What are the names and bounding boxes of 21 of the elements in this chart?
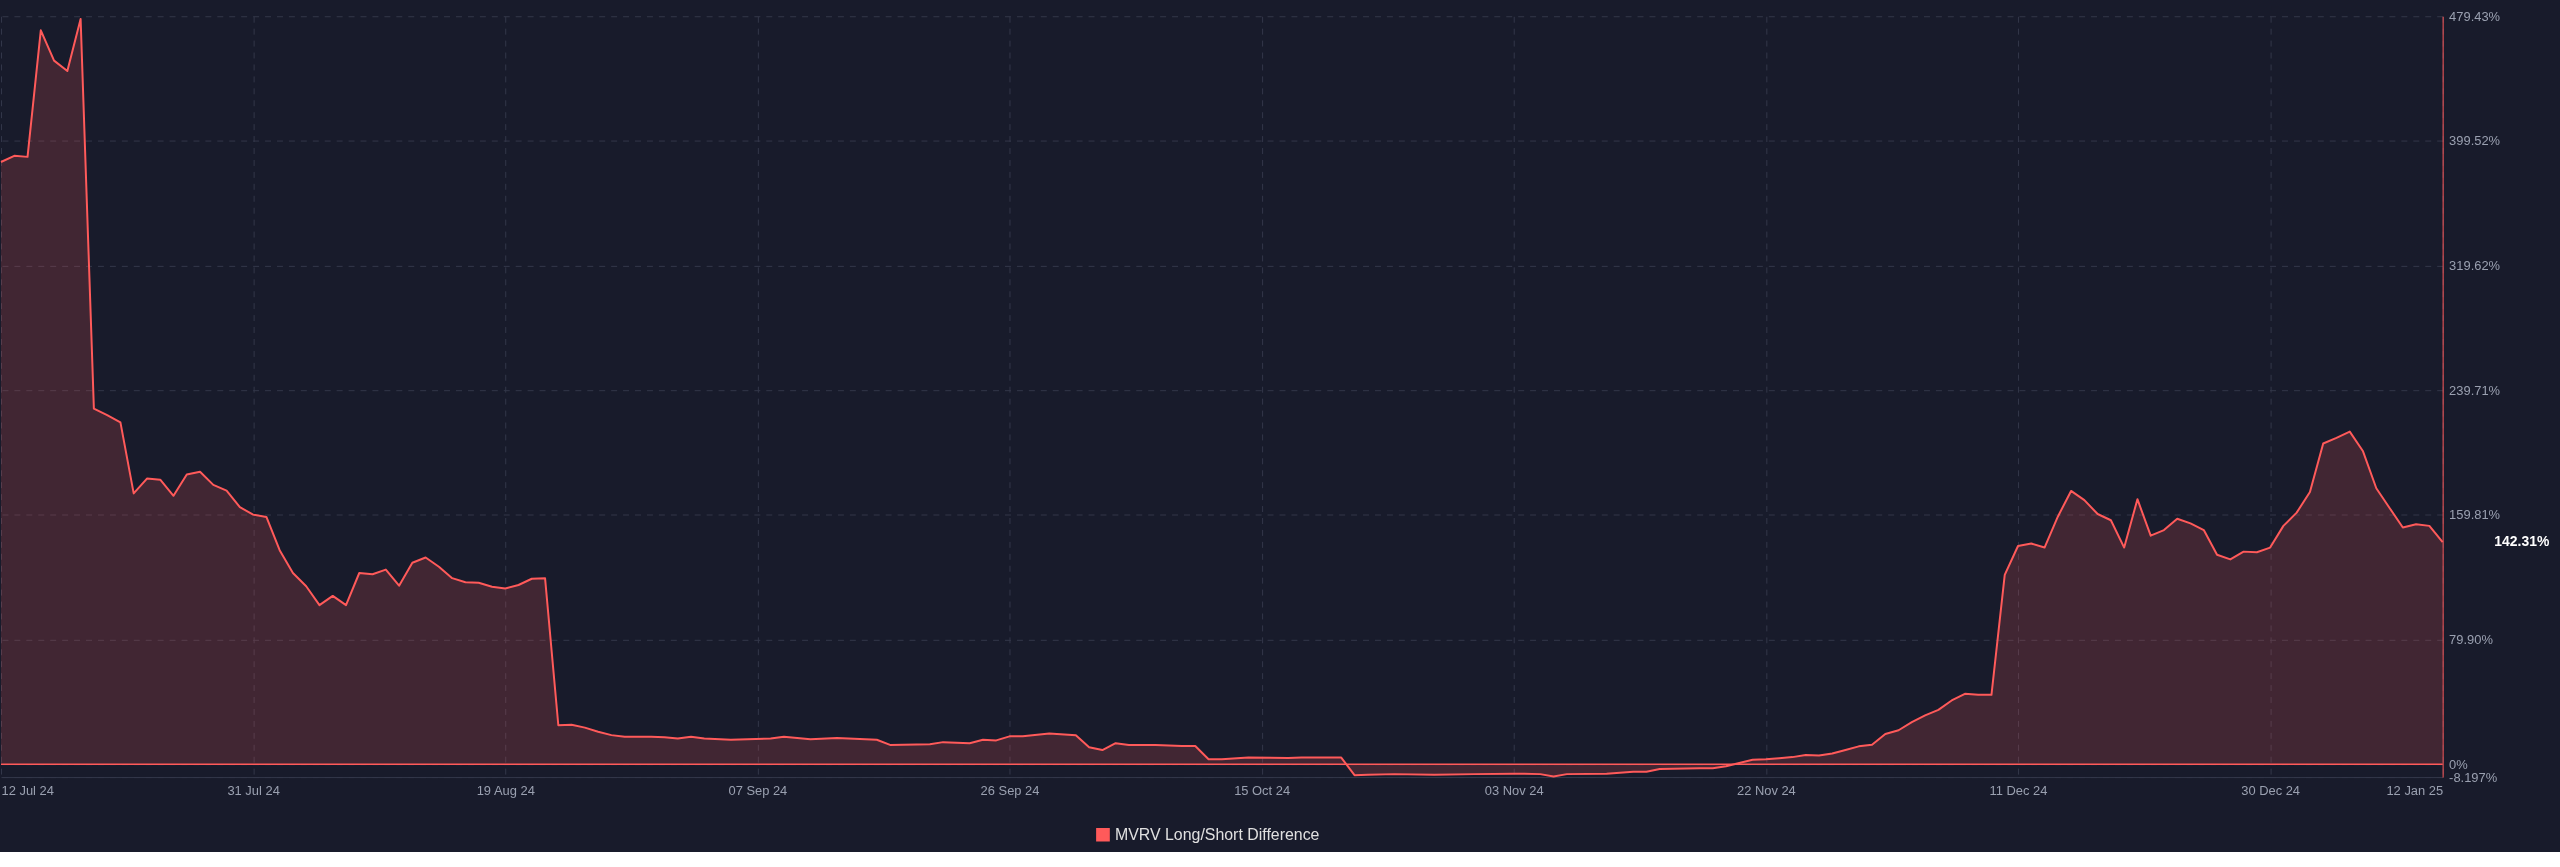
y-tick-label: 79.90% [2449, 632, 2494, 648]
legend-label: MVRV Long/Short Difference [1114, 825, 1320, 843]
x-tick-label: 26 Sep 24 [980, 783, 1040, 799]
x-tick-label: 31 Jul 24 [227, 783, 280, 799]
x-tick-label: 07 Sep 24 [728, 783, 788, 799]
y-tick-label: 159.81% [2449, 507, 2501, 523]
x-tick-label: 12 Jul 24 [1, 783, 54, 799]
x-tick-label: 22 Nov 24 [1736, 783, 1796, 799]
y-tick-label: 399.52% [2449, 133, 2501, 149]
x-tick-label: 03 Nov 24 [1484, 783, 1544, 799]
x-tick-label: 15 Oct 24 [1234, 783, 1291, 799]
y-tick-label: 479.43% [2449, 8, 2501, 24]
y-tick-label: 0% [2449, 756, 2469, 772]
x-tick-label: 12 Jan 25 [2386, 783, 2444, 799]
y-tick-label: -8.197% [2449, 769, 2498, 785]
x-tick-label: 11 Dec 24 [1989, 783, 2048, 799]
x-tick-label: 30 Dec 24 [2241, 783, 2301, 799]
y-tick-label: 239.71% [2449, 382, 2501, 398]
y-tick-label: 319.62% [2449, 258, 2501, 274]
x-tick-label: 19 Aug 24 [476, 783, 535, 799]
text: 142.31% [2494, 533, 2550, 550]
